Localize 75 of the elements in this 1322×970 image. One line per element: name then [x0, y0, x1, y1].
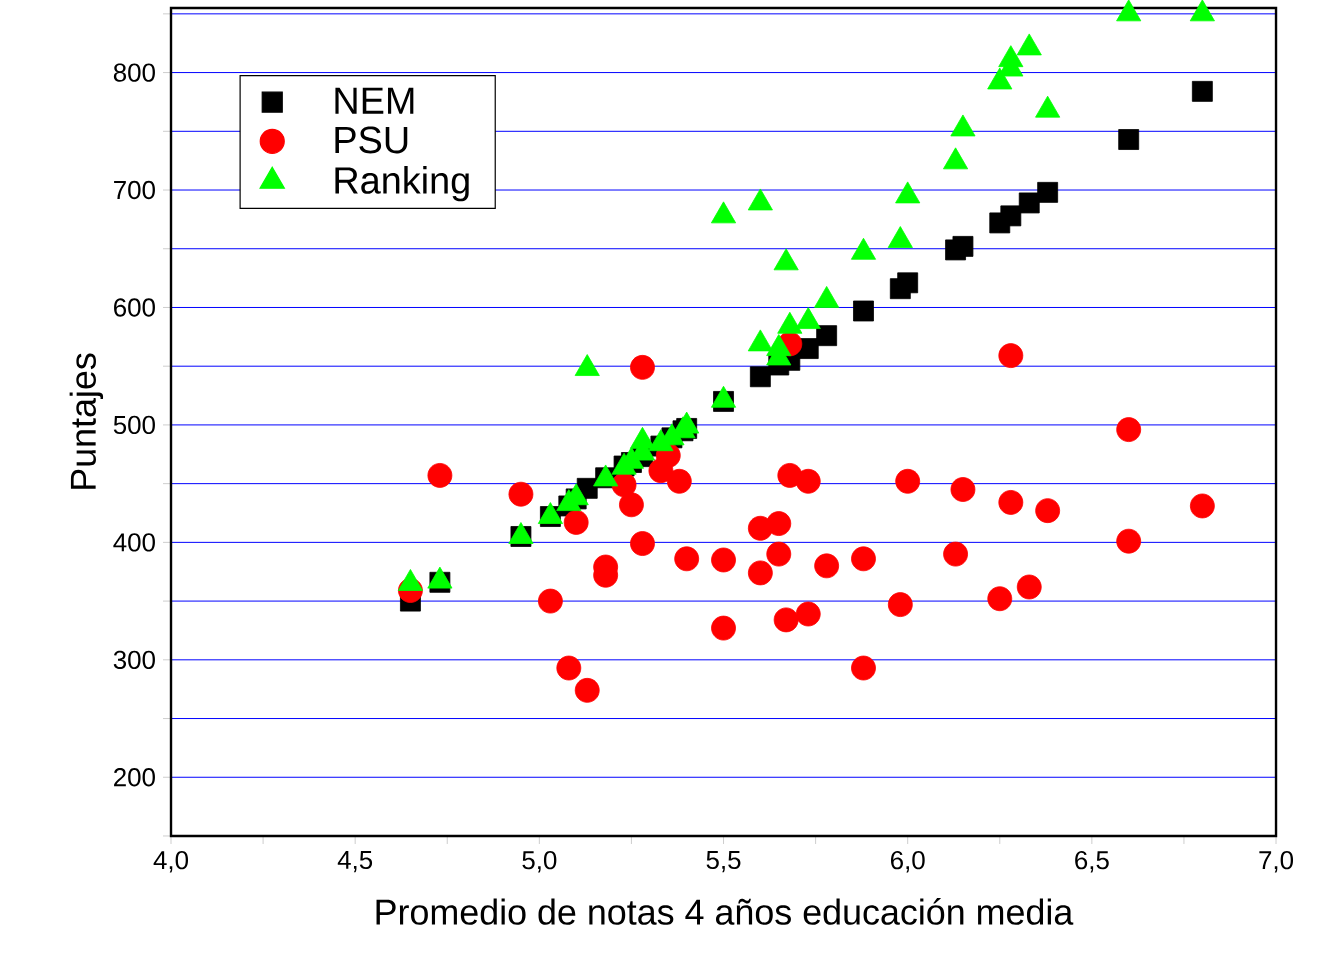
point	[816, 325, 838, 347]
y-tick-label: 600	[114, 298, 155, 317]
point	[773, 607, 799, 633]
point	[1016, 574, 1042, 600]
point	[952, 235, 974, 257]
y-tick-label: 200	[114, 768, 155, 787]
point	[674, 546, 700, 572]
point	[1037, 181, 1059, 203]
point	[1116, 417, 1142, 443]
point	[630, 531, 655, 556]
point	[851, 546, 876, 572]
point	[427, 463, 453, 488]
point	[749, 366, 771, 388]
point	[666, 468, 692, 494]
x-tick-label: 6,5	[1075, 851, 1109, 873]
point	[814, 553, 840, 579]
point	[795, 601, 821, 627]
x-axis-title: Promedio de notas 4 años educación media	[376, 898, 1074, 925]
y-axis-title: Puntajes	[69, 353, 104, 489]
point	[1116, 528, 1142, 554]
point	[943, 541, 968, 567]
x-tick-label: 4,5	[337, 851, 373, 873]
point	[1118, 129, 1140, 150]
point	[711, 547, 736, 573]
point	[1189, 0, 1215, 22]
point	[998, 490, 1024, 515]
point	[897, 272, 919, 294]
point	[556, 655, 582, 681]
point	[1035, 95, 1061, 118]
point	[747, 560, 773, 586]
point	[574, 677, 600, 703]
point	[950, 477, 976, 502]
x-tick-label: 7,0	[1259, 851, 1294, 873]
point	[943, 147, 969, 170]
point	[538, 588, 563, 614]
point	[998, 45, 1024, 68]
point	[853, 300, 874, 322]
point	[508, 481, 534, 507]
legend-label: PSU	[335, 126, 408, 154]
point	[766, 511, 792, 536]
point	[1018, 192, 1040, 214]
point	[987, 67, 1013, 90]
x-tick-label: 5,0	[522, 851, 557, 873]
point	[563, 510, 589, 535]
legend-label: Ranking	[335, 166, 469, 202]
y-tick-label: 400	[113, 533, 155, 552]
point	[998, 343, 1024, 369]
point	[766, 541, 792, 567]
point	[1191, 80, 1213, 102]
point	[711, 615, 736, 641]
point	[777, 463, 803, 488]
point	[987, 586, 1013, 612]
x-tick-label: 5,5	[706, 851, 741, 873]
point	[895, 468, 921, 494]
point	[619, 492, 644, 518]
point	[630, 354, 655, 380]
point	[747, 188, 773, 211]
y-tick-label: 700	[114, 180, 155, 200]
x-tick-label: 6,0	[891, 851, 925, 873]
point	[887, 592, 913, 618]
point	[1000, 205, 1022, 227]
y-tick-label: 500	[113, 415, 155, 435]
y-tick-label: 300	[113, 650, 155, 669]
x-tick-label: 4,0	[153, 851, 189, 873]
point	[950, 114, 976, 137]
point	[1035, 498, 1061, 524]
point	[895, 181, 921, 204]
y-tick-label: 800	[113, 63, 155, 82]
point	[851, 655, 876, 681]
point	[1016, 33, 1042, 56]
point	[1189, 493, 1215, 519]
legend-label: NEM	[335, 87, 414, 114]
point	[795, 468, 821, 494]
point	[710, 201, 737, 224]
point	[1116, 0, 1142, 22]
